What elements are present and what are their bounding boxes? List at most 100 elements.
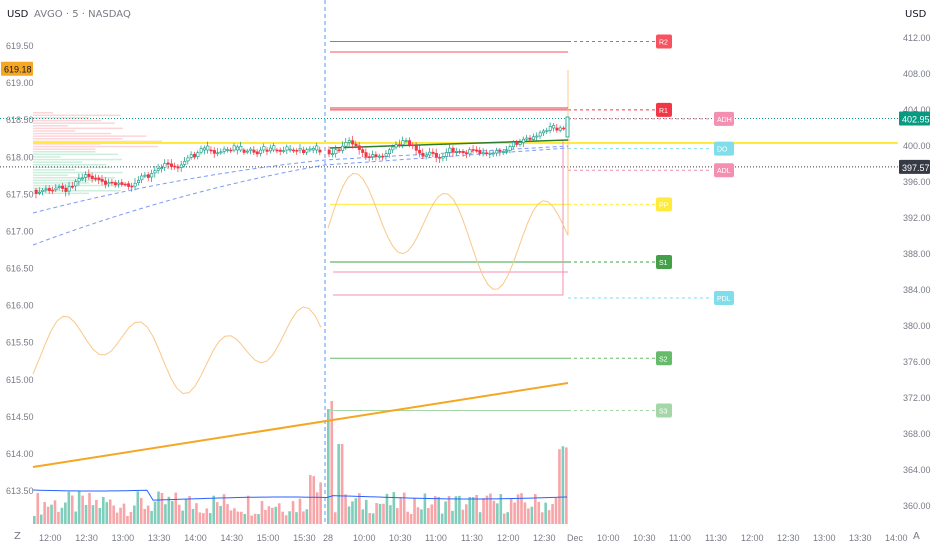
right-axis-tick: 400.00 <box>903 141 931 151</box>
candle <box>371 154 375 158</box>
volume-bar <box>354 498 358 524</box>
candle <box>344 142 348 147</box>
currency-label-right[interactable]: USD <box>905 9 927 20</box>
volume-bar <box>108 499 112 524</box>
candle <box>434 153 438 158</box>
candle <box>418 150 422 154</box>
currency-label-left[interactable]: USD <box>7 9 29 20</box>
volume-profile-bar <box>33 164 107 166</box>
volume-bar <box>53 500 57 524</box>
candle <box>156 168 160 171</box>
volume-bar <box>202 513 205 524</box>
volume-bar <box>160 492 164 524</box>
volume-bar <box>215 502 219 524</box>
volume-profile-bar <box>33 114 121 117</box>
volume-bar <box>150 510 153 524</box>
volume-bar <box>534 494 537 524</box>
candle <box>485 152 489 155</box>
candle <box>140 175 144 181</box>
volume-bar <box>423 493 427 524</box>
right-axis-tick: 412.00 <box>903 33 931 43</box>
volume-bar <box>523 502 527 524</box>
candle <box>170 163 174 167</box>
volume-profile-bar <box>33 174 68 176</box>
candle <box>87 173 91 177</box>
volume-bar <box>253 513 257 524</box>
candle <box>361 149 365 153</box>
candle <box>199 148 203 153</box>
time-axis-label: 15:30 <box>293 533 316 543</box>
auto-scale-button[interactable]: A <box>913 531 920 542</box>
volume-bar <box>330 401 334 524</box>
volume-bar <box>378 503 382 524</box>
candle <box>186 157 190 162</box>
volume-bar <box>77 491 81 524</box>
volume-bar <box>447 496 451 524</box>
candle <box>351 140 355 145</box>
pivot-label: S1 <box>659 260 668 267</box>
candle <box>97 177 101 181</box>
volume-profile-bar <box>33 166 111 169</box>
candle <box>357 145 361 150</box>
candle <box>374 154 378 158</box>
volume-bar <box>382 503 385 524</box>
volume-bar <box>240 511 243 524</box>
left-axis-tick: 618.00 <box>6 152 34 162</box>
volume-bar <box>167 496 171 524</box>
left-axis-tick: 619.50 <box>6 41 34 51</box>
volume-bar <box>471 497 475 524</box>
volume-bar <box>105 502 109 524</box>
volume-bar <box>530 506 534 524</box>
candle <box>232 145 236 151</box>
volume-profile-bar <box>33 148 96 150</box>
volume-bar <box>340 444 344 524</box>
candle <box>206 145 210 151</box>
volume-bar <box>312 476 316 524</box>
candle <box>364 152 368 157</box>
candle <box>252 149 256 153</box>
volume-profile-bar <box>33 127 123 130</box>
volume-bar <box>119 507 122 524</box>
volume-bar <box>305 509 309 524</box>
candle <box>327 149 331 155</box>
candle <box>491 152 495 155</box>
left-axis-tick: 614.50 <box>6 412 34 422</box>
volume-bar <box>499 494 503 524</box>
volume-bar <box>50 504 53 524</box>
left-axis-tick: 618.50 <box>6 115 34 125</box>
time-axis-label: 12:30 <box>777 533 800 543</box>
volume-bar <box>139 497 143 524</box>
candle <box>272 145 276 151</box>
volume-bar <box>561 446 565 524</box>
candle <box>107 182 111 185</box>
right-axis-tick: 384.00 <box>903 285 931 295</box>
volume-bar <box>271 507 274 524</box>
volume-bar <box>527 508 530 524</box>
time-axis-label: 12:00 <box>497 533 520 543</box>
left-axis-tick: 619.00 <box>6 78 34 88</box>
side-label: ADH <box>717 117 732 124</box>
candle <box>408 140 412 146</box>
right-axis-tick: 360.00 <box>903 501 931 511</box>
candle <box>196 152 200 157</box>
candle <box>555 127 559 131</box>
candle <box>315 145 319 151</box>
time-axis-label: 13:30 <box>148 533 171 543</box>
right-second-tag: 397.57 <box>902 163 930 173</box>
right-axis-tick: 392.00 <box>903 213 931 223</box>
candle <box>535 135 539 138</box>
candle <box>431 151 435 154</box>
candle <box>545 129 549 132</box>
candle <box>532 136 536 140</box>
volume-bar <box>257 514 260 524</box>
candle <box>377 155 381 158</box>
volume-bar <box>451 510 454 524</box>
volume-profile-bar <box>33 140 163 143</box>
volume-profile-bar <box>33 192 90 195</box>
volume-bar <box>88 492 91 524</box>
zoom-button[interactable]: Z <box>14 531 21 542</box>
volume-bar <box>399 497 403 524</box>
oscillator-line-1 <box>32 306 322 395</box>
